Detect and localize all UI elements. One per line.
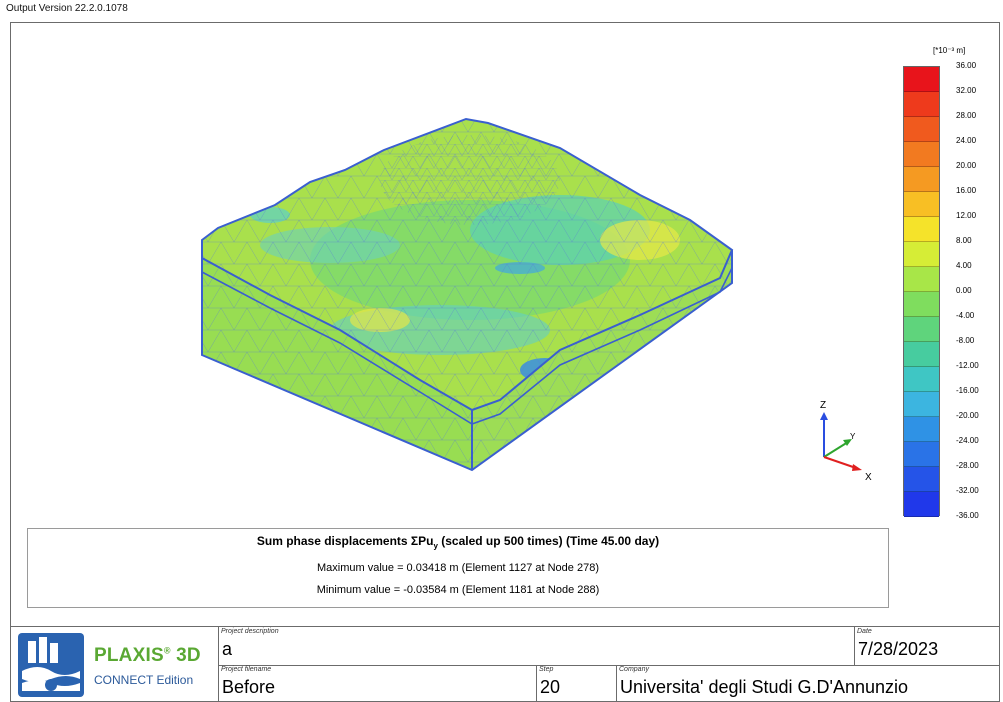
company-value: Universita' degli Studi G.D'Annunzio [620, 677, 909, 697]
legend-swatch [904, 167, 939, 192]
legend-swatch [904, 67, 939, 92]
color-legend: [*10⁻³ m] 36.00 32.00 28.00 24.00 20.00 16.00… [903, 46, 999, 526]
step-cell: Step 20 [536, 665, 616, 701]
step-label: Step [539, 666, 554, 673]
project-filename-value: Before [222, 677, 276, 697]
legend-tick-label: 12.00 [956, 211, 977, 220]
legend-swatch [904, 217, 939, 242]
brand-name: PLAXIS® 3D [94, 645, 201, 666]
axis-triad [820, 412, 862, 471]
legend-color-bar [903, 66, 940, 517]
company-label: Company [619, 666, 649, 673]
legend-swatch [904, 392, 939, 417]
date-label: Date [857, 628, 872, 635]
model-outline [201, 117, 734, 472]
legend-tick-label: 0.00 [956, 286, 972, 295]
z-axis-arrow [820, 412, 828, 420]
minimum-value: Minimum value = -0.03584 m (Element 1181… [316, 584, 600, 597]
project-description-label: Project description [221, 628, 279, 635]
plaxis-logo: PLAXIS® 3D CONNECT Edition [10, 627, 218, 701]
legend-swatch [904, 92, 939, 117]
legend-unit: [*10⁻³ m] [933, 46, 966, 55]
project-filename-label: Project filename [221, 666, 272, 673]
output-version: Output Version 22.2.0.1078 [6, 3, 128, 14]
project-description-value: a [222, 639, 233, 659]
legend-tick-label: -28.00 [956, 461, 979, 470]
legend-swatch [904, 142, 939, 167]
legend-tick-label: 28.00 [956, 111, 977, 120]
legend-tick-label: 16.00 [956, 186, 977, 195]
legend-swatch [904, 367, 939, 392]
title-block: PLAXIS® 3D CONNECT Edition Project descr… [10, 626, 1000, 701]
legend-swatch [904, 442, 939, 467]
company-cell: Company Universita' degli Studi G.D'Annu… [616, 665, 1000, 701]
legend-tick-label: -16.00 [956, 386, 979, 395]
step-value: 20 [540, 677, 561, 697]
legend-swatch [904, 342, 939, 367]
legend-tick-label: -8.00 [956, 336, 975, 345]
legend-tick-label: -32.00 [956, 486, 979, 495]
brand-edition: CONNECT Edition [94, 673, 194, 687]
legend-tick-label: 20.00 [956, 161, 977, 170]
legend-tick-label: 36.00 [956, 61, 977, 70]
legend-swatch [904, 467, 939, 492]
legend-tick-label: -36.00 [956, 511, 979, 520]
legend-tick-label: 8.00 [956, 236, 972, 245]
legend-tick-label: -4.00 [956, 311, 975, 320]
result-info-box: Sum phase displacements ΣPuy (scaled up … [27, 528, 889, 608]
maximum-value: Maximum value = 0.03418 m (Element 1127 … [317, 562, 599, 575]
x-axis-line [823, 456, 857, 469]
legend-swatch [904, 292, 939, 317]
footer-divider [218, 665, 1000, 666]
result-title: Sum phase displacements ΣPuy (scaled up … [256, 534, 660, 551]
project-description-cell: Project description a [218, 627, 854, 665]
legend-swatch [904, 317, 939, 342]
legend-swatch [904, 417, 939, 442]
legend-swatch [904, 267, 939, 292]
legend-tick-label: 24.00 [956, 136, 977, 145]
legend-swatch [904, 492, 939, 517]
date-cell: Date 7/28/2023 [854, 627, 1000, 665]
y-axis-line [823, 441, 849, 458]
legend-swatch [904, 117, 939, 142]
legend-swatch [904, 192, 939, 217]
plaxis-logo-icon [18, 633, 84, 697]
legend-tick-label: -24.00 [956, 436, 979, 445]
date-value: 7/28/2023 [858, 639, 939, 659]
legend-tick-label: 32.00 [956, 86, 977, 95]
model-view[interactable] [0, 0, 1003, 520]
y-axis-arrow [843, 439, 852, 446]
legend-tick-label: 4.00 [956, 261, 972, 270]
project-filename-cell: Project filename Before [218, 665, 536, 701]
legend-swatch [904, 242, 939, 267]
x-axis-arrow [852, 464, 862, 471]
legend-tick-label: -12.00 [956, 361, 979, 370]
legend-tick-label: -20.00 [956, 411, 979, 420]
